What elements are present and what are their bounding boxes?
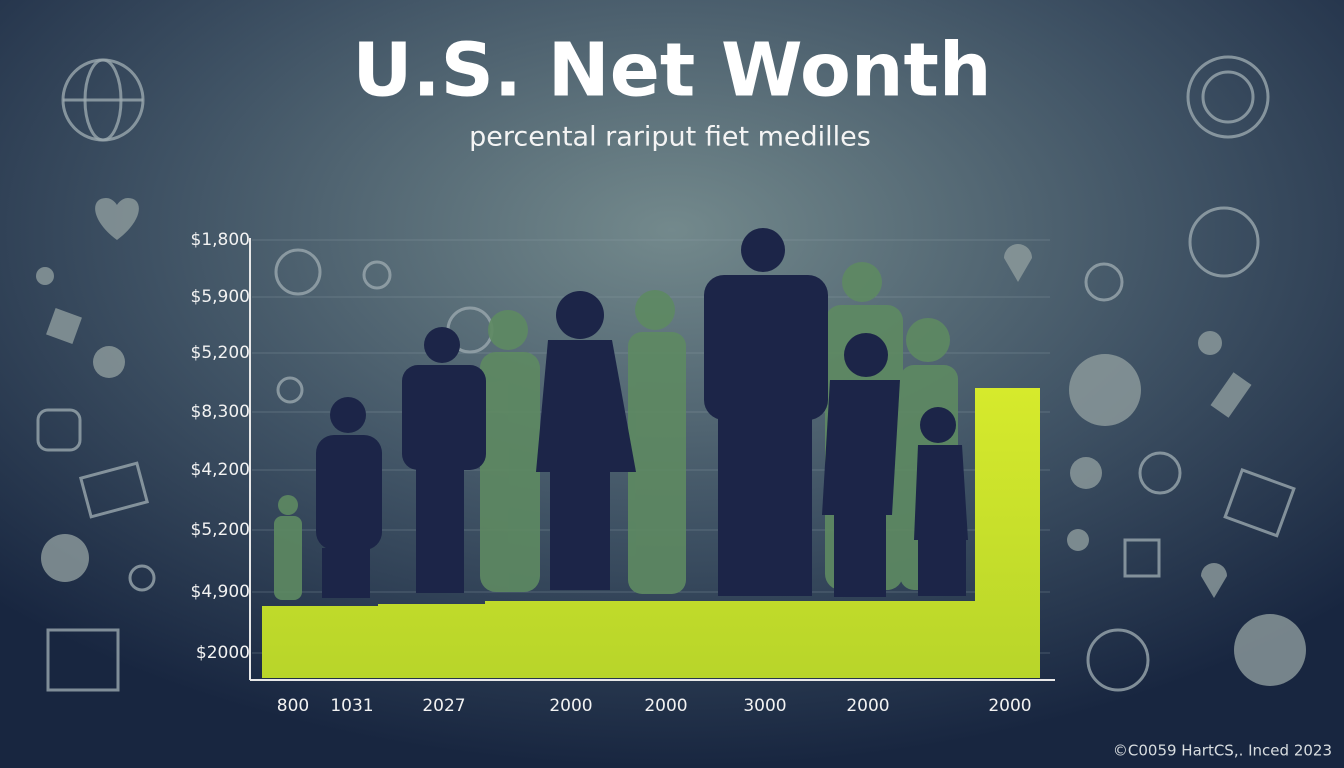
silhouettes [274,228,968,600]
y-label: $5,200 [191,520,250,540]
x-label: 2000 [846,696,889,716]
y-label: $5,200 [191,343,250,363]
title: U.S. Net Wonth [352,28,991,114]
subtitle: percental rariput fiet medilles [469,122,871,153]
x-label: 800 [277,696,309,716]
x-label: 3000 [743,696,786,716]
x-label: 2027 [422,696,465,716]
decor-icons [36,55,1306,692]
y-label: $4,200 [191,460,250,480]
y-label: $5,900 [191,287,250,307]
x-label: 2000 [549,696,592,716]
credit: ©C0059 HartCS,. Inced 2023 [1113,742,1332,760]
green-steps [262,388,1040,678]
x-label: 2000 [644,696,687,716]
y-label: $4,900 [191,582,250,602]
y-label: $2000 [196,643,250,663]
y-labels: $1,800 $5,900 $5,200 $8,300 $4,200 $5,200 $4,9… [191,230,250,663]
y-label: $1,800 [191,230,250,250]
x-labels: 800 1031 2027 2000 2000 3000 2000 2000 [277,696,1032,716]
y-label: $8,300 [191,402,250,422]
x-label: 1031 [330,696,373,716]
x-label: 2000 [988,696,1031,716]
